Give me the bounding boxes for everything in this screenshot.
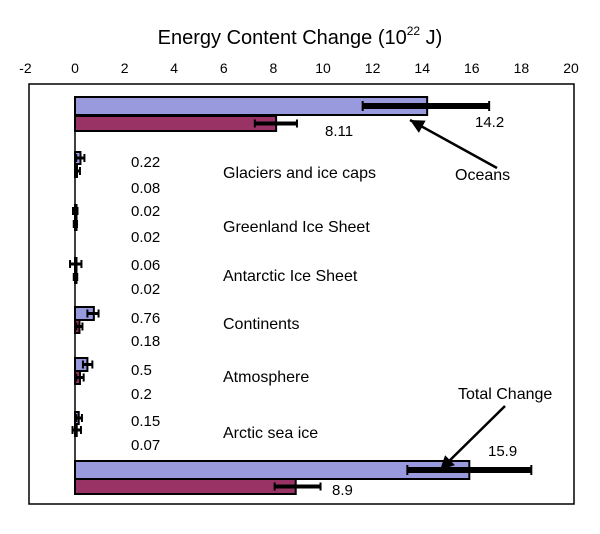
category-label: Antarctic Ice Sheet	[223, 268, 358, 285]
x-tick-label: 12	[365, 60, 381, 76]
bar	[74, 115, 278, 132]
total-change-arrow	[439, 405, 506, 471]
value-label: 0.5	[131, 362, 152, 379]
value-label: 0.02	[131, 229, 160, 246]
x-axis-ticks: -2 0 2 4 6 8 10 12 14 16 18 20	[19, 60, 579, 76]
x-tick-label: -2	[19, 60, 32, 76]
total-change-annotation: Total Change	[458, 386, 552, 403]
value-label: 0.02	[131, 281, 160, 298]
x-tick-label: 14	[414, 60, 430, 76]
value-label: 0.2	[131, 386, 152, 403]
value-label: 8.9	[332, 482, 353, 499]
value-label: 0.15	[131, 413, 160, 430]
oceans-annotation: Oceans	[455, 167, 510, 184]
x-tick-label: 6	[220, 60, 228, 76]
value-label: 8.11	[325, 123, 353, 140]
total-change-arrow-head	[440, 455, 455, 470]
value-label: 0.22	[131, 154, 160, 171]
annotations-layer: Oceans Total Change	[409, 118, 552, 471]
title-superscript: 22	[407, 24, 421, 38]
x-tick-label: 10	[315, 60, 331, 76]
value-label: 0.18	[131, 333, 160, 350]
category-label: Glaciers and ice caps	[223, 165, 376, 182]
oceans-arrow	[409, 118, 498, 170]
value-label: 15.9	[488, 443, 517, 460]
plot-frame	[28, 83, 575, 505]
oceans-arrow-head	[410, 120, 426, 133]
category-label: Arctic sea ice	[223, 425, 318, 442]
x-tick-label: 18	[514, 60, 530, 76]
bar	[74, 478, 297, 495]
bars-layer	[69, 96, 533, 495]
category-label: Continents	[223, 316, 300, 333]
x-tick-label: 8	[270, 60, 278, 76]
x-tick-label: 4	[170, 60, 178, 76]
category-label: Greenland Ice Sheet	[223, 219, 370, 236]
chart-title: Energy Content Change (1022 J)	[158, 24, 443, 49]
value-label: 0.06	[131, 257, 160, 274]
x-tick-label: 20	[563, 60, 579, 76]
title-end: J)	[420, 27, 442, 49]
x-tick-label: 16	[464, 60, 480, 76]
title-main: Energy Content Change (10	[158, 27, 407, 49]
value-label: 0.08	[131, 180, 160, 197]
x-tick-label: 2	[121, 60, 129, 76]
x-tick-label: 0	[71, 60, 79, 76]
value-label: 14.2	[475, 114, 504, 131]
value-label: 0.07	[131, 437, 160, 454]
labels-layer: 14.2 0.22 0.02 0.06 0.76 0.5 0.15 15.9 8.11 0.08 0…	[131, 114, 517, 499]
value-label: 0.02	[131, 203, 160, 220]
category-label: Atmosphere	[223, 369, 309, 386]
value-label: 0.76	[131, 310, 160, 327]
